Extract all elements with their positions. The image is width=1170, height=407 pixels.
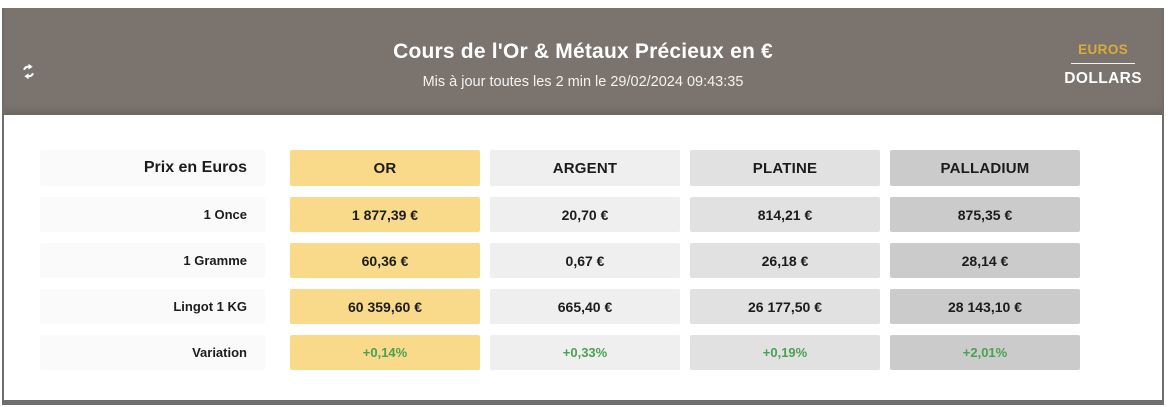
refresh-button[interactable] <box>15 58 41 84</box>
currency-divider <box>1071 63 1136 64</box>
table-row-gramme: 1 Gramme 60,36 € 0,67 € 26,18 € 28,14 € <box>40 243 1162 278</box>
price-platine-lingot: 26 177,50 € <box>690 289 880 324</box>
variation-platine: +0,19% <box>690 335 880 370</box>
price-argent-lingot: 665,40 € <box>490 289 680 324</box>
price-or-lingot: 60 359,60 € <box>290 289 480 324</box>
row-label: Variation <box>40 335 265 370</box>
variation-argent: +0,33% <box>490 335 680 370</box>
row-label: 1 Once <box>40 197 265 232</box>
currency-dollars-button[interactable]: DOLLARS <box>1064 64 1142 88</box>
prices-table: Prix en Euros OR ARGENT PLATINE PALLADIU… <box>4 115 1162 370</box>
currency-euros-button[interactable]: EUROS <box>1074 42 1132 63</box>
price-platine-gramme: 26,18 € <box>690 243 880 278</box>
table-row-lingot: Lingot 1 KG 60 359,60 € 665,40 € 26 177,… <box>40 289 1162 324</box>
currency-toggle: EUROS DOLLARS <box>1064 42 1142 88</box>
corner-label: Prix en Euros <box>40 150 265 186</box>
price-palladium-lingot: 28 143,10 € <box>890 289 1080 324</box>
price-argent-once: 20,70 € <box>490 197 680 232</box>
row-label: Lingot 1 KG <box>40 289 265 324</box>
metals-price-widget: Cours de l'Or & Métaux Précieux en € Mis… <box>2 8 1164 405</box>
column-header-or: OR <box>290 150 480 186</box>
page-title: Cours de l'Or & Métaux Précieux en € <box>393 39 773 63</box>
price-or-gramme: 60,36 € <box>290 243 480 278</box>
table-row-variation: Variation +0,14% +0,33% +0,19% +2,01% <box>40 335 1162 370</box>
price-or-once: 1 877,39 € <box>290 197 480 232</box>
refresh-icon <box>19 62 38 81</box>
header-bar: Cours de l'Or & Métaux Précieux en € Mis… <box>4 8 1162 115</box>
price-argent-gramme: 0,67 € <box>490 243 680 278</box>
variation-or: +0,14% <box>290 335 480 370</box>
price-palladium-gramme: 28,14 € <box>890 243 1080 278</box>
table-header-row: Prix en Euros OR ARGENT PLATINE PALLADIU… <box>40 150 1162 186</box>
update-status: Mis à jour toutes les 2 min le 29/02/202… <box>422 73 744 90</box>
variation-palladium: +2,01% <box>890 335 1080 370</box>
column-header-palladium: PALLADIUM <box>890 150 1080 186</box>
price-palladium-once: 875,35 € <box>890 197 1080 232</box>
column-header-argent: ARGENT <box>490 150 680 186</box>
price-platine-once: 814,21 € <box>690 197 880 232</box>
table-row-once: 1 Once 1 877,39 € 20,70 € 814,21 € 875,3… <box>40 197 1162 232</box>
column-header-platine: PLATINE <box>690 150 880 186</box>
row-label: 1 Gramme <box>40 243 265 278</box>
